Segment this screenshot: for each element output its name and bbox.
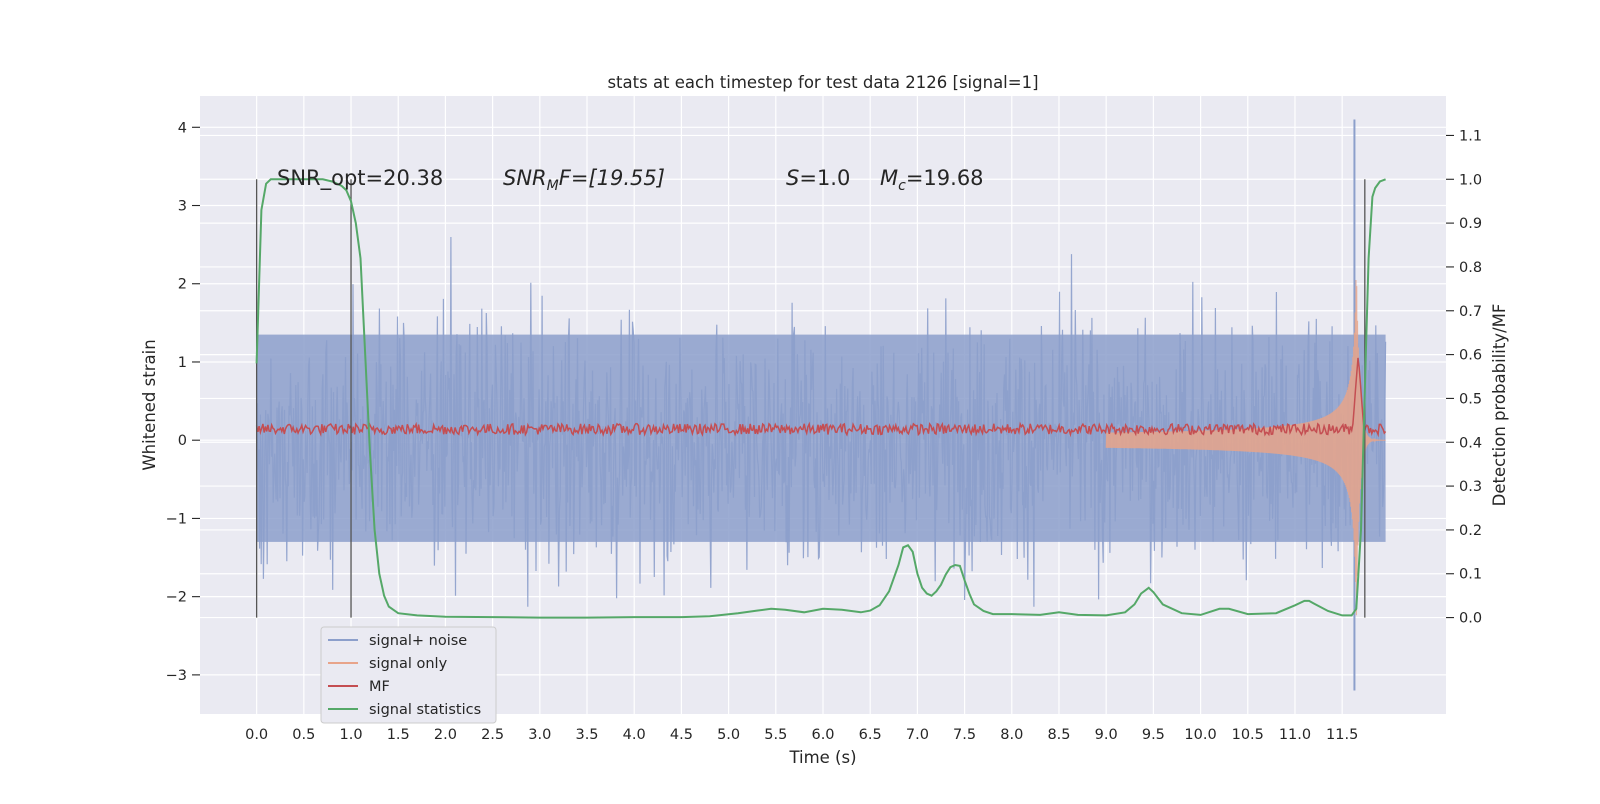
- x-tick-label: 4.0: [623, 727, 646, 743]
- y2-tick-label: 1.1: [1459, 128, 1482, 144]
- y2-tick-label: 0.9: [1459, 216, 1482, 232]
- signal-statistics-line: [255, 178, 1386, 619]
- x-tick-label: 10.0: [1184, 727, 1216, 743]
- x-tick-label: 6.0: [811, 727, 834, 743]
- annotation-snr-mf-value: F=[19.55]: [559, 166, 665, 190]
- y-tick-label: 2: [178, 277, 187, 293]
- x-tick-label: 9.5: [1142, 727, 1165, 743]
- annotation-snr-mf-sub: M: [547, 178, 559, 194]
- annotation-snr-mf: SNRMF=[19.55]: [503, 166, 665, 194]
- legend-label-signal-noise: signal+ noise: [369, 633, 467, 649]
- y-tick-label: −3: [166, 668, 187, 684]
- legend: signal+ noise signal only MF signal stat…: [320, 626, 497, 724]
- x-tick-label: 11.0: [1279, 727, 1311, 743]
- y-tick-label: 4: [178, 120, 187, 136]
- chart-title: stats at each timestep for test data 212…: [607, 73, 1038, 92]
- y-tick-label: 0: [178, 433, 187, 449]
- x-tick-label: 0.5: [292, 727, 315, 743]
- x-tick-label: 3.0: [528, 727, 551, 743]
- y2-tick-label: 0.2: [1459, 523, 1482, 539]
- x-tick-label: 7.5: [953, 727, 976, 743]
- x-tick-label: 5.0: [717, 727, 740, 743]
- annotation-mc-value: =19.68: [906, 166, 984, 190]
- y2-tick-label: 0.6: [1459, 348, 1482, 364]
- x-tick-label: 10.5: [1232, 727, 1264, 743]
- y2-tick-label: 0.7: [1459, 304, 1482, 320]
- annotation-s-value: =1.0: [799, 166, 850, 190]
- y2-tick-label: 1.0: [1459, 172, 1482, 188]
- x-tick-label: 4.5: [670, 727, 693, 743]
- x-axis-label: Time (s): [788, 748, 856, 767]
- y2-tick-label: 0.0: [1459, 611, 1482, 627]
- y2-tick-label: 0.5: [1459, 391, 1482, 407]
- signal-only-line: [1105, 279, 1386, 616]
- y-tick-label: −1: [166, 511, 187, 527]
- y2-tick-label: 0.1: [1459, 567, 1482, 583]
- y-axis-label: Whitened strain: [140, 339, 159, 470]
- y2-tick-label: 0.8: [1459, 260, 1482, 276]
- annotation-snr-opt: SNR_opt=20.38: [277, 166, 443, 191]
- x-tick-label: 3.5: [575, 727, 598, 743]
- x-tick-label: 2.0: [434, 727, 457, 743]
- y2-tick-label: 0.3: [1459, 479, 1482, 495]
- y-tick-label: 1: [178, 355, 187, 371]
- x-tick-label: 5.5: [764, 727, 787, 743]
- legend-label-mf: MF: [369, 679, 390, 695]
- x-tick-label: 8.5: [1047, 727, 1070, 743]
- x-tick-label: 7.0: [906, 727, 929, 743]
- annotation-s-label: S: [786, 166, 799, 190]
- x-tick-label: 8.0: [1000, 727, 1023, 743]
- x-tick-label: 1.0: [339, 727, 362, 743]
- legend-label-signal-statistics: signal statistics: [369, 702, 481, 718]
- legend-label-signal-only: signal only: [369, 656, 448, 672]
- x-tick-label: 0.0: [245, 727, 268, 743]
- x-tick-label: 9.0: [1095, 727, 1118, 743]
- y2-tick-label: 0.4: [1459, 435, 1482, 451]
- x-tick-label: 11.5: [1326, 727, 1358, 743]
- x-tick-label: 2.5: [481, 727, 504, 743]
- y2-axis-label: Detection probability/MF: [1490, 304, 1509, 507]
- y-tick-label: −2: [166, 590, 187, 606]
- x-tick-label: 1.5: [387, 727, 410, 743]
- annotation-s: S=1.0: [786, 166, 850, 190]
- mf-line: [255, 357, 1387, 438]
- legend-box: [320, 626, 497, 724]
- annotation-mc-label: M: [880, 166, 898, 190]
- annotation-snr-mf-label: SNR: [503, 166, 547, 190]
- annotation-mc-sub: c: [898, 178, 906, 194]
- annotation-mc: Mc=19.68: [880, 166, 984, 194]
- x-tick-label: 6.5: [859, 727, 882, 743]
- y-tick-label: 3: [178, 199, 187, 215]
- data-layer: [255, 119, 1387, 691]
- axes-layer: 0.0 0.5 1.0 1.5 2.0 2.5 3.0 3.5 4.0 4.5 5.0 5.5 6.0 6…: [166, 120, 1482, 743]
